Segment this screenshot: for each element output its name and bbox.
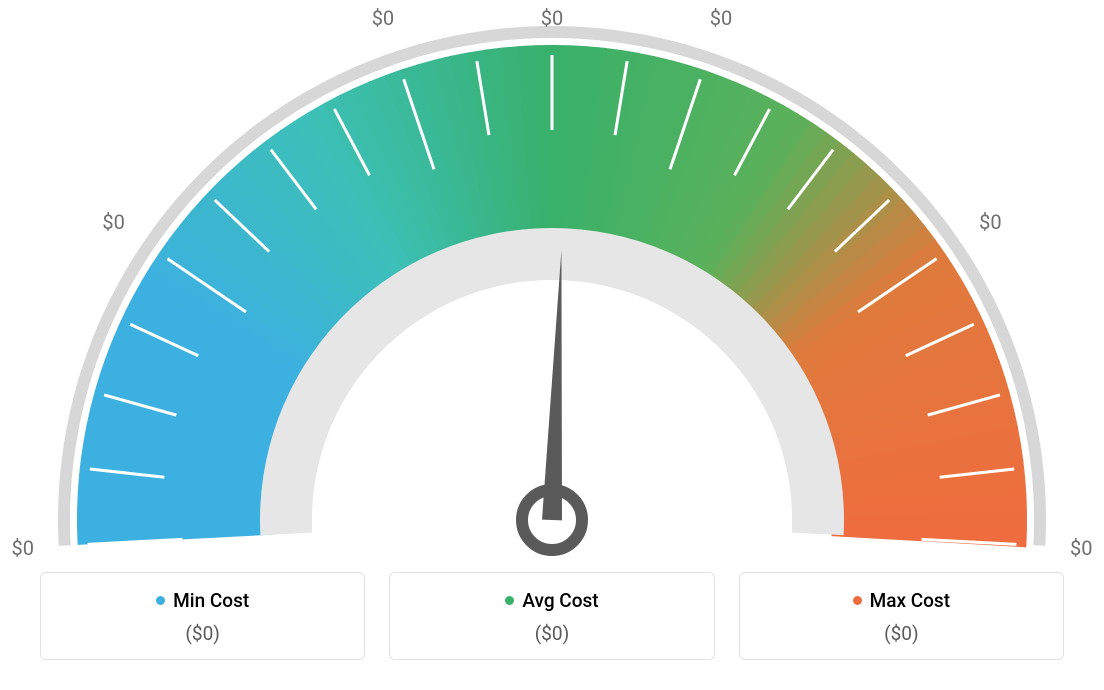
gauge-svg bbox=[0, 0, 1104, 560]
legend-dot-max bbox=[853, 596, 862, 605]
gauge-tick-label: $0 bbox=[11, 536, 33, 560]
gauge-chart: $0 $0 $0 $0 $0 $0 $0 bbox=[0, 0, 1104, 560]
legend-card-min: Min Cost ($0) bbox=[40, 572, 365, 660]
legend-row: Min Cost ($0) Avg Cost ($0) Max Cost ($0… bbox=[40, 572, 1064, 660]
gauge-tick-label: $0 bbox=[102, 210, 124, 234]
legend-card-max: Max Cost ($0) bbox=[739, 572, 1064, 660]
legend-label-line: Min Cost bbox=[156, 589, 249, 612]
gauge-top-label: $0 bbox=[541, 6, 563, 30]
legend-label-avg: Avg Cost bbox=[522, 589, 598, 612]
legend-label-min: Min Cost bbox=[173, 589, 249, 612]
legend-value-max: ($0) bbox=[740, 622, 1063, 645]
legend-dot-avg bbox=[505, 596, 514, 605]
legend-value-min: ($0) bbox=[41, 622, 364, 645]
gauge-tick-label: $0 bbox=[979, 210, 1001, 234]
gauge-tick-label: $0 bbox=[372, 6, 394, 30]
legend-dot-min bbox=[156, 596, 165, 605]
legend-label-line: Max Cost bbox=[853, 589, 950, 612]
legend-card-avg: Avg Cost ($0) bbox=[389, 572, 714, 660]
gauge-tick-label: $0 bbox=[1070, 536, 1092, 560]
legend-label-line: Avg Cost bbox=[505, 589, 598, 612]
legend-label-max: Max Cost bbox=[870, 589, 950, 612]
legend-value-avg: ($0) bbox=[390, 622, 713, 645]
gauge-tick-label: $0 bbox=[710, 6, 732, 30]
